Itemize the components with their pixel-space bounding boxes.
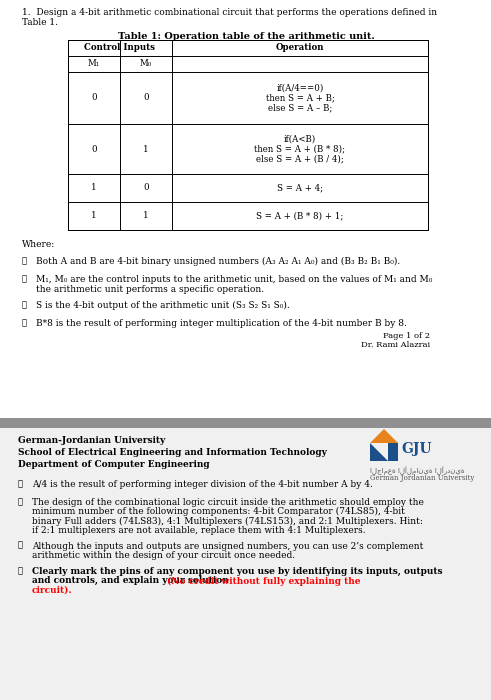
Text: Department of Computer Engineering: Department of Computer Engineering [18, 460, 210, 469]
Text: minimum number of the following components: 4-bit Comparator (74LS85), 4-bit: minimum number of the following componen… [32, 508, 405, 517]
Text: M₁, M₀ are the control inputs to the arithmetic unit, based on the values of M₁ : M₁, M₀ are the control inputs to the ari… [36, 275, 433, 284]
Text: if(A<B): if(A<B) [284, 135, 316, 144]
Text: 0: 0 [91, 94, 97, 102]
Text: ❖: ❖ [22, 257, 27, 265]
Polygon shape [388, 443, 398, 461]
Text: S is the 4-bit output of the arithmetic unit (S₃ S₂ S₁ S₀).: S is the 4-bit output of the arithmetic … [36, 301, 290, 310]
Text: ❖: ❖ [18, 542, 23, 550]
Text: The design of the combinational logic circuit inside the arithmetic should emplo: The design of the combinational logic ci… [32, 498, 424, 507]
Text: School of Electrical Engineering and Information Technology: School of Electrical Engineering and Inf… [18, 448, 327, 457]
Bar [0, 428, 491, 700]
Text: ❖: ❖ [18, 567, 23, 575]
Text: if 2:1 multiplexers are not available, replace them with 4:1 Multiplexers.: if 2:1 multiplexers are not available, r… [32, 526, 366, 535]
Text: if(A/4==0): if(A/4==0) [276, 84, 324, 93]
Text: (No credit without fully explaining the: (No credit without fully explaining the [167, 576, 361, 585]
Text: الجامعة الألمانية الأردنية: الجامعة الألمانية الأردنية [370, 466, 464, 475]
Polygon shape [370, 443, 388, 461]
Text: Both A and B are 4-bit binary unsigned numbers (A₃ A₂ A₁ A₀) and (B₃ B₂ B₁ B₀).: Both A and B are 4-bit binary unsigned n… [36, 257, 400, 266]
Bar [0, 418, 491, 428]
Text: the arithmetic unit performs a specific operation.: the arithmetic unit performs a specific … [36, 284, 264, 293]
Text: 0: 0 [143, 94, 149, 102]
Text: Table 1: Operation table of the arithmetic unit.: Table 1: Operation table of the arithmet… [118, 32, 374, 41]
Text: 1: 1 [91, 211, 97, 220]
Text: then S = A + B;: then S = A + B; [266, 94, 334, 102]
Text: else S = A – B;: else S = A – B; [268, 103, 332, 112]
Text: and controls, and explain your solution: and controls, and explain your solution [32, 576, 232, 585]
Text: else S = A + (B / 4);: else S = A + (B / 4); [256, 154, 344, 163]
Text: S = A + 4;: S = A + 4; [277, 183, 323, 192]
Text: ❖: ❖ [22, 301, 27, 309]
Polygon shape [370, 429, 398, 443]
Text: German Jordanian University: German Jordanian University [370, 474, 474, 482]
Text: ❖: ❖ [18, 498, 23, 506]
Text: Control Inputs: Control Inputs [84, 43, 156, 52]
Text: M₀: M₀ [140, 60, 152, 69]
Text: arithmetic within the design of your circuit once needed.: arithmetic within the design of your cir… [32, 551, 295, 560]
Bar [68, 40, 428, 230]
Text: ❖: ❖ [18, 480, 23, 488]
Text: A/4 is the result of performing integer division of the 4-bit number A by 4.: A/4 is the result of performing integer … [32, 480, 373, 489]
Text: binary Full adders (74LS83), 4:1 Multiplexers (74LS153), and 2:1 Multiplexers. H: binary Full adders (74LS83), 4:1 Multipl… [32, 517, 423, 526]
Text: S = A + (B * 8) + 1;: S = A + (B * 8) + 1; [256, 211, 344, 220]
Text: 0: 0 [91, 144, 97, 153]
Text: 1: 1 [91, 183, 97, 192]
Text: Clearly mark the pins of any component you use by identifying its inputs, output: Clearly mark the pins of any component y… [32, 567, 442, 576]
Text: M₁: M₁ [88, 60, 100, 69]
Text: Operation: Operation [276, 43, 324, 52]
Text: Page 1 of 2
Dr. Rami Alazrai: Page 1 of 2 Dr. Rami Alazrai [361, 332, 430, 349]
Text: Where:: Where: [22, 240, 55, 249]
Text: B*8 is the result of performing integer multiplication of the 4-bit number B by : B*8 is the result of performing integer … [36, 319, 407, 328]
Text: circuit).: circuit). [32, 586, 73, 594]
Text: ❖: ❖ [22, 275, 27, 283]
Text: Although the inputs and outputs are unsigned numbers, you can use 2’s complement: Although the inputs and outputs are unsi… [32, 542, 423, 551]
Text: 1: 1 [143, 211, 149, 220]
Text: ❖: ❖ [22, 319, 27, 327]
Text: GJU: GJU [401, 442, 432, 456]
Text: 1.  Design a 4-bit arithmetic combinational circuit that performs the operations: 1. Design a 4-bit arithmetic combination… [22, 8, 437, 27]
Text: German-Jordanian University: German-Jordanian University [18, 436, 165, 445]
Text: then S = A + (B * 8);: then S = A + (B * 8); [254, 144, 346, 153]
Text: 0: 0 [143, 183, 149, 192]
Text: 1: 1 [143, 144, 149, 153]
